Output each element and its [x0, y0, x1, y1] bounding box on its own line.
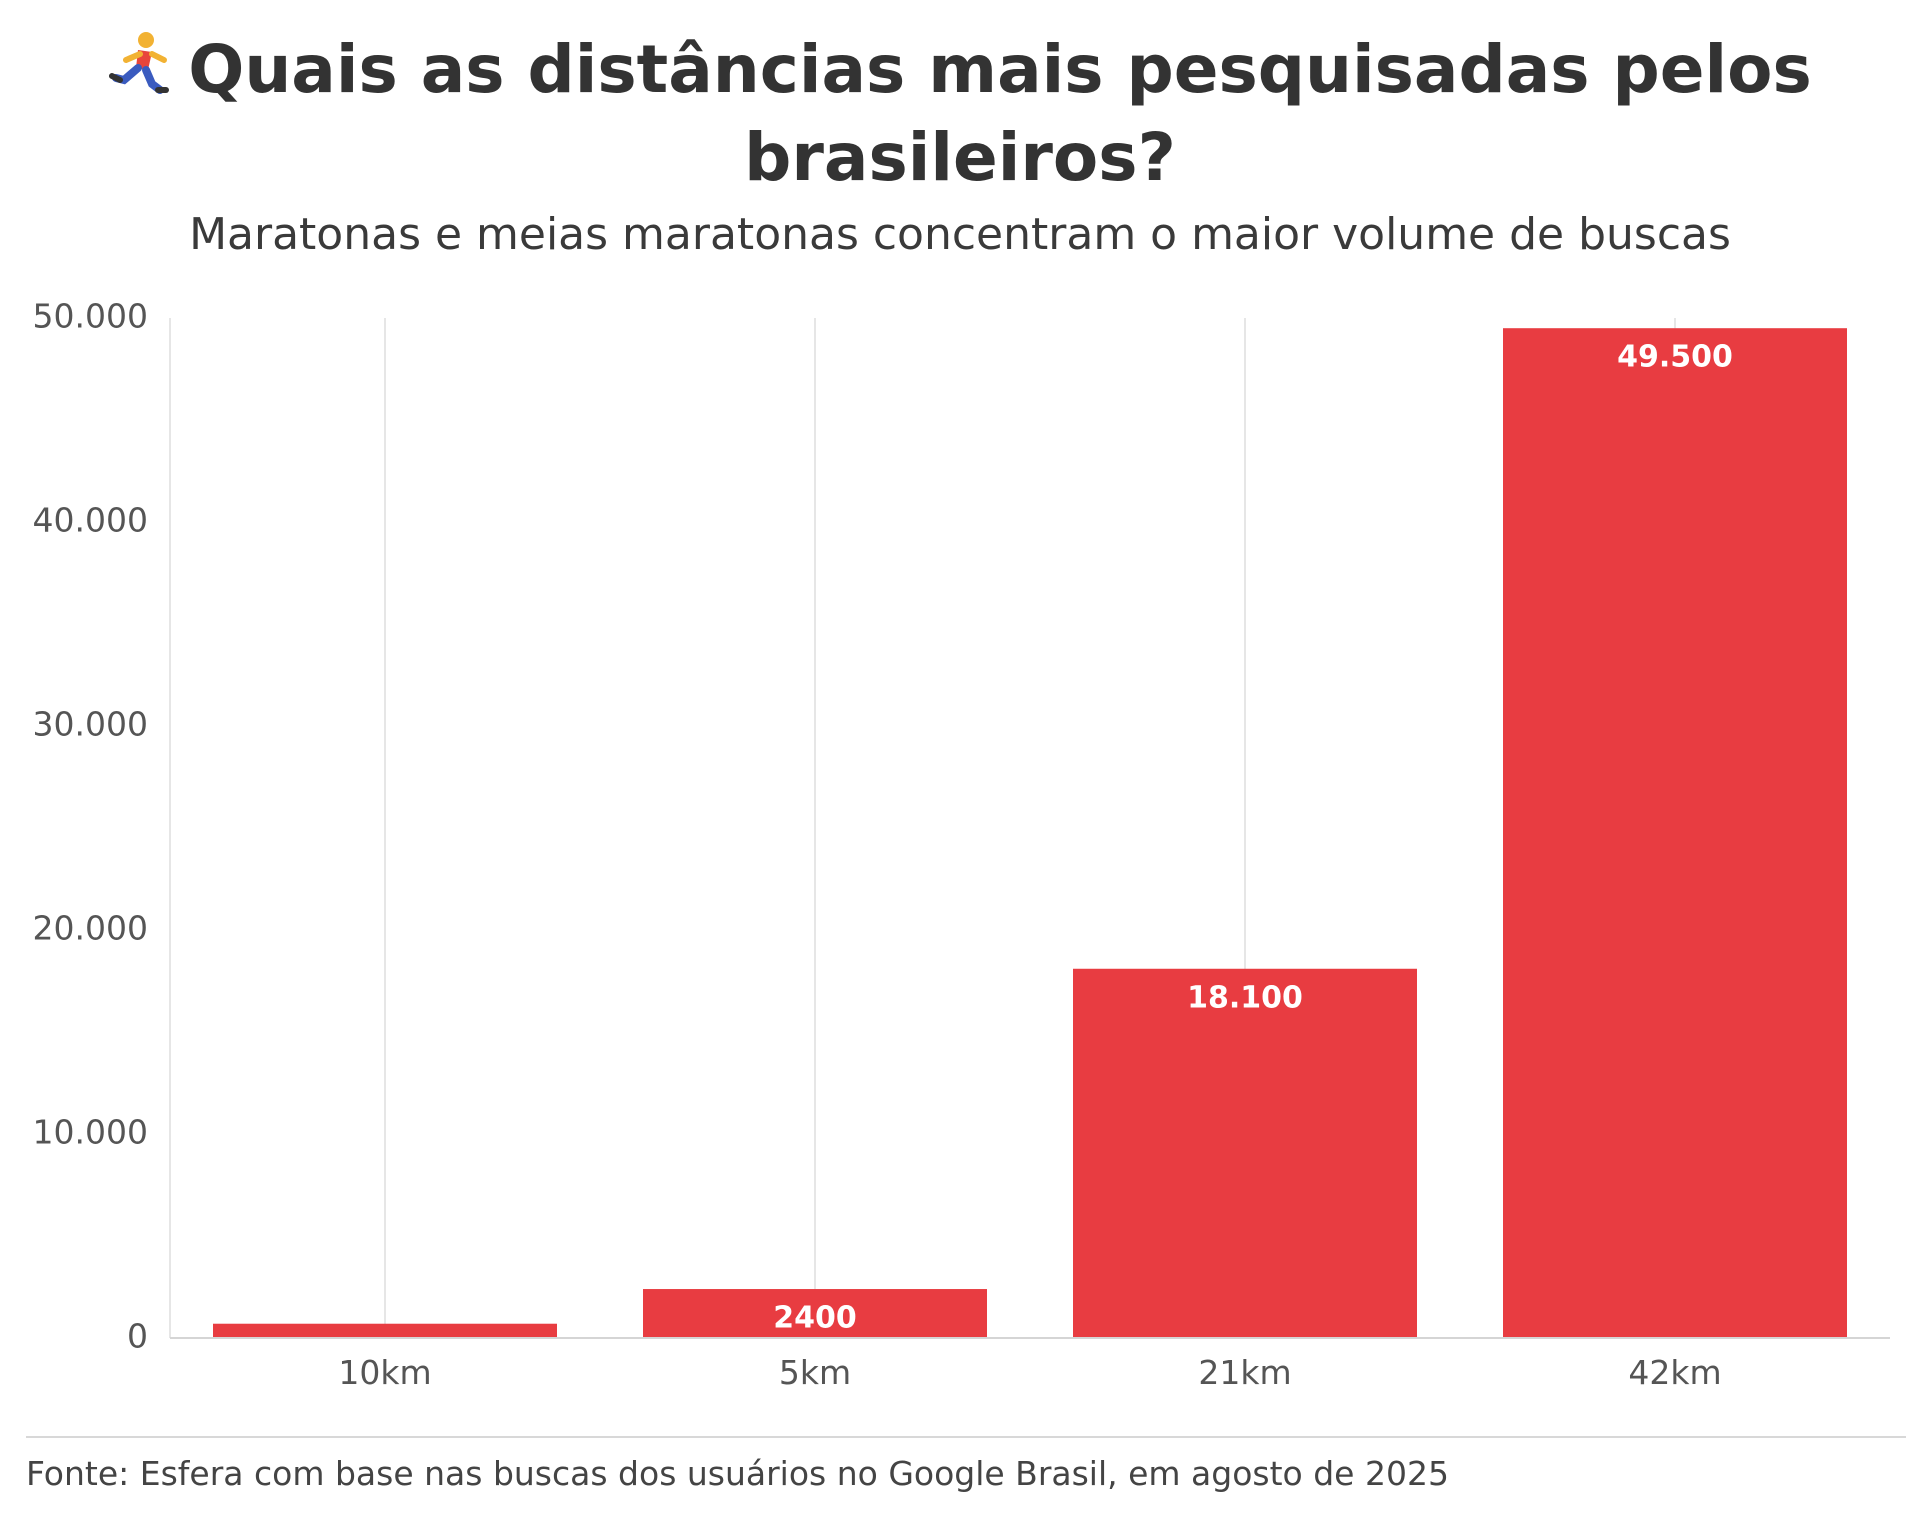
chart-subtitle: Maratonas e meias maratonas concentram o… — [189, 209, 1731, 260]
axes: 0 10.000 20.000 30.000 40.000 50.000 10km 5km 21… — [33, 297, 1890, 1392]
bar-10km — [213, 1323, 557, 1338]
runner-icon — [108, 30, 172, 116]
y-tick-label: 0 — [127, 1317, 148, 1356]
source-note: Fonte: Esfera com base nas buscas dos us… — [26, 1454, 1449, 1493]
y-tick-label: 40.000 — [33, 501, 148, 540]
y-tick-label: 10.000 — [33, 1113, 148, 1152]
data-label: 49.500 — [1617, 340, 1733, 375]
x-tick-label: 21km — [1198, 1353, 1291, 1392]
bar-42km — [1503, 328, 1847, 1338]
data-label: 18.100 — [1187, 980, 1303, 1015]
bar-chart: 0 10.000 20.000 30.000 40.000 50.000 10km 5km 21… — [33, 297, 1890, 1392]
y-tick-label: 50.000 — [33, 297, 148, 336]
y-tick-label: 20.000 — [33, 909, 148, 948]
data-label: 2400 — [773, 1301, 857, 1336]
y-tick-label: 30.000 — [33, 705, 148, 744]
bar-21km — [1073, 968, 1417, 1338]
x-tick-label: 5km — [779, 1353, 851, 1392]
bars — [213, 328, 1847, 1338]
data-labels: 2400 18.100 49.500 — [773, 340, 1733, 1336]
footer-divider — [26, 1436, 1906, 1438]
grid-lines — [169, 318, 1676, 1338]
x-tick-label: 42km — [1628, 1353, 1721, 1392]
bar-5km — [643, 1289, 987, 1338]
x-tick-label: 10km — [338, 1353, 431, 1392]
chart-title-text: Quais as distâncias mais pesquisadas pel… — [188, 31, 1812, 196]
chart-title: Quais as distâncias mais pesquisadas pel… — [100, 28, 1820, 200]
